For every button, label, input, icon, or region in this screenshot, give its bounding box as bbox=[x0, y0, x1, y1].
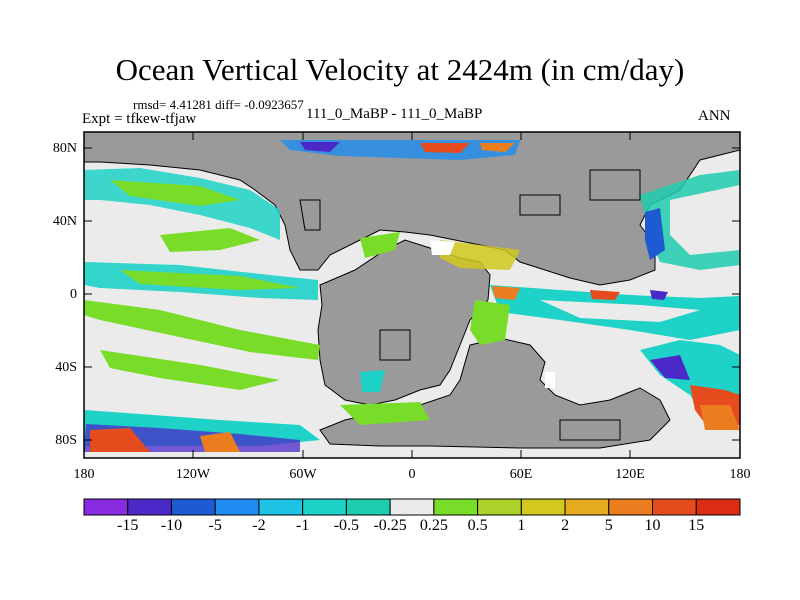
lat-label-80n: 80N bbox=[52, 141, 77, 156]
runs-label: 111_0_MaBP - 111_0_MaBP bbox=[306, 106, 483, 122]
colorbar-swatch bbox=[520, 498, 566, 516]
ocean-anomalies bbox=[84, 140, 740, 452]
colorbar-swatch bbox=[170, 498, 216, 516]
colorbar-swatch bbox=[564, 498, 610, 516]
lon-label-120e: 120E bbox=[615, 467, 645, 482]
colorbar-label: -1 bbox=[295, 517, 310, 534]
colorbar-label: 5 bbox=[604, 517, 613, 534]
colorbar-swatch bbox=[433, 498, 479, 516]
axis-ticks bbox=[84, 132, 740, 458]
colorbar-swatch bbox=[608, 498, 654, 516]
lon-label-180w: 180 bbox=[73, 467, 95, 482]
colorbar-label: -0.25 bbox=[373, 517, 407, 534]
colorbar-swatch bbox=[302, 498, 347, 516]
colorbar-label: -2 bbox=[252, 517, 266, 534]
map-title: Ocean Vertical Velocity at 2424m (in cm/… bbox=[115, 52, 685, 87]
colorbar-swatch bbox=[695, 498, 741, 516]
colorbar-label: 15 bbox=[688, 517, 705, 534]
lon-label-180e: 180 bbox=[729, 467, 751, 482]
colorbar-label: -0.5 bbox=[333, 517, 360, 534]
lat-label-80s: 80S bbox=[55, 433, 77, 448]
colorbar-swatch bbox=[83, 498, 129, 516]
lon-label-0: 0 bbox=[408, 467, 416, 482]
colorbar-label: -5 bbox=[208, 517, 222, 534]
colorbar bbox=[83, 498, 741, 516]
colorbar-label: 0.5 bbox=[467, 517, 488, 534]
colorbar-swatch bbox=[258, 498, 304, 516]
coastlines bbox=[299, 169, 641, 441]
colorbar-label: -15 bbox=[117, 517, 139, 534]
lon-label-60e: 60E bbox=[509, 467, 533, 482]
colorbar-swatch bbox=[477, 498, 522, 516]
lat-label-40s: 40S bbox=[55, 360, 77, 375]
colorbar-swatch bbox=[652, 498, 697, 516]
season-label: ANN bbox=[698, 108, 731, 124]
lon-label-60w: 60W bbox=[289, 467, 317, 482]
colorbar-label: -10 bbox=[160, 517, 183, 534]
colorbar-swatch bbox=[214, 498, 260, 516]
lat-label-40n: 40N bbox=[52, 214, 77, 229]
colorbar-label: 0.25 bbox=[419, 517, 448, 534]
lon-label-120w: 120W bbox=[175, 467, 211, 482]
colorbar-swatch bbox=[389, 498, 435, 516]
colorbar-label: 2 bbox=[561, 517, 570, 534]
colorbar-label: 1 bbox=[517, 517, 526, 534]
stats-text: rmsd= 4.41281 diff= -0.0923657 bbox=[133, 97, 304, 112]
colorbar-label: 10 bbox=[644, 517, 661, 534]
lat-label-0: 0 bbox=[70, 287, 77, 302]
experiment-label: Expt = tfkew-tfjaw bbox=[82, 111, 197, 127]
colorbar-swatch bbox=[127, 498, 172, 516]
colorbar-swatch bbox=[345, 498, 391, 516]
